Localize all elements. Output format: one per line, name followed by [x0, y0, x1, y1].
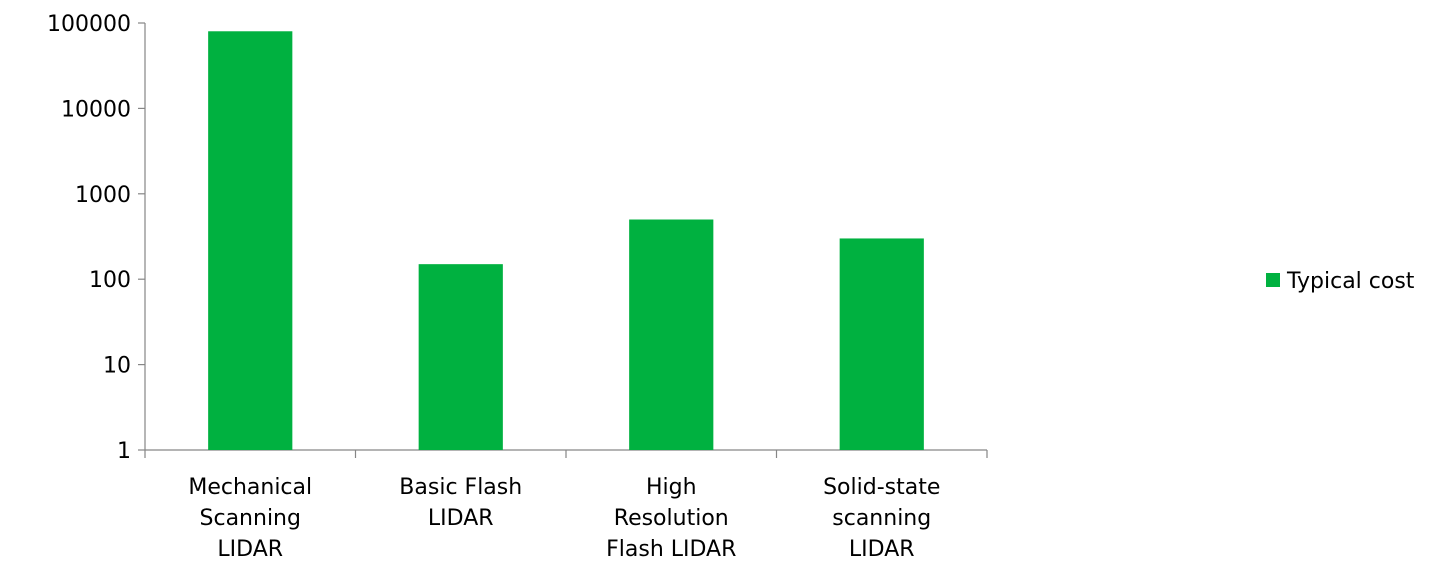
- y-tick-label: 10000: [61, 97, 131, 122]
- legend-label: Typical cost: [1286, 269, 1415, 294]
- bar: [839, 238, 924, 450]
- legend: Typical cost: [1266, 269, 1415, 294]
- x-category-label-line: High: [646, 475, 697, 500]
- y-tick-label: 100: [89, 268, 131, 293]
- x-category-label: High Resolution Flash LIDAR: [606, 475, 736, 562]
- y-tick-label: 1000: [75, 183, 131, 208]
- y-tick-label: 100000: [47, 12, 131, 37]
- x-category-label-line: Resolution: [614, 506, 729, 531]
- y-tick-label: 1: [117, 439, 131, 464]
- x-category-label-line: Basic Flash: [399, 475, 522, 500]
- x-category-label-line: LIDAR: [428, 506, 494, 531]
- x-category-label-line: LIDAR: [217, 537, 283, 562]
- x-category-label: Mechanical Scanning LIDAR: [188, 475, 312, 562]
- bars: [208, 31, 924, 450]
- x-category-label-line: LIDAR: [849, 537, 915, 562]
- x-axis: Mechanical Scanning LIDAR Basic Flash LIDAR H…: [144, 449, 988, 562]
- x-category-label-line: Mechanical: [188, 475, 312, 500]
- legend-swatch: [1266, 273, 1280, 287]
- bar: [629, 219, 714, 450]
- x-category-label-line: Solid-state: [823, 475, 940, 500]
- x-category-label: Basic Flash LIDAR: [399, 475, 522, 531]
- x-category-label-line: scanning: [832, 506, 931, 531]
- y-axis: 1 10 100 1000 10000 100000: [47, 12, 146, 464]
- x-category-label-line: Scanning: [200, 506, 301, 531]
- x-category-label: Solid-state scanning LIDAR: [823, 475, 940, 562]
- bar: [208, 31, 293, 450]
- x-category-label-line: Flash LIDAR: [606, 537, 736, 562]
- bar: [418, 264, 503, 450]
- y-tick-label: 10: [103, 354, 131, 379]
